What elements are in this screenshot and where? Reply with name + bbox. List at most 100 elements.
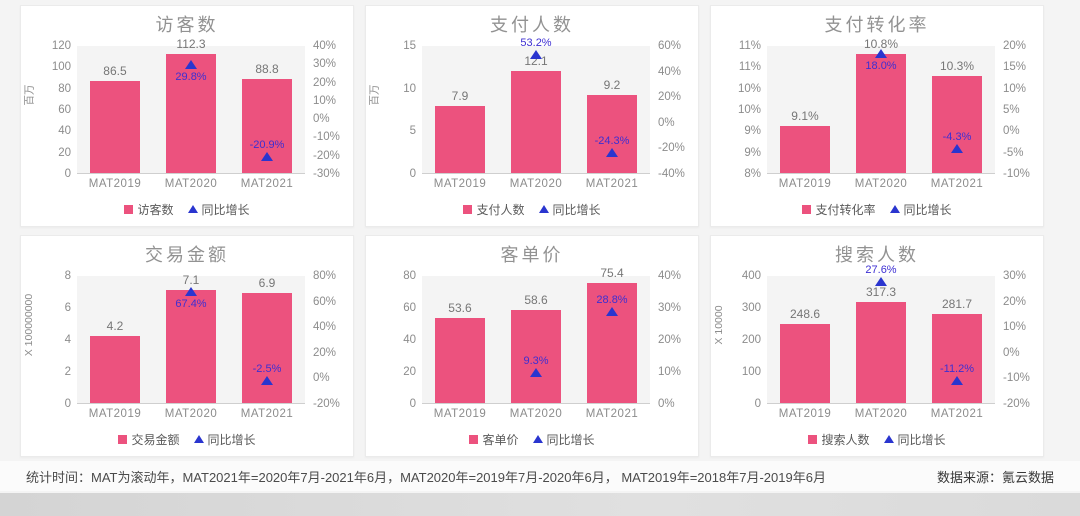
- x-axis-labels: MAT2019 MAT2020 MAT2021: [422, 178, 650, 190]
- footer: 统计时间：MAT为滚动年，MAT2021年=2020年7月-2021年6月，MA…: [0, 461, 1080, 491]
- axis-tick-label: 4: [64, 334, 71, 346]
- stats-time-note: 统计时间：MAT为滚动年，MAT2021年=2020年7月-2021年6月，MA…: [26, 469, 826, 485]
- legend-label: 同比增长: [897, 432, 946, 447]
- axis-tick-label: 20%: [1003, 295, 1027, 308]
- chart-title: 支付人数: [490, 15, 574, 35]
- axis-tick-label: 10%: [737, 82, 761, 95]
- legend-label: 同比增长: [903, 202, 952, 217]
- axis-tick-label: 8: [64, 270, 71, 282]
- y-axis-unit: 百万: [366, 46, 382, 174]
- axis-tick-label: 60: [403, 302, 416, 314]
- growth-value-label: 28.8%: [596, 293, 628, 306]
- legend-triangle-icon: [187, 205, 198, 213]
- chart-title: 访客数: [155, 15, 219, 35]
- right-axis-ticks: 30% 20% 10% 0% -10% -20%: [995, 270, 1043, 410]
- bar-MAT2021: [587, 95, 637, 173]
- axis-tick-label: 0%: [1003, 125, 1020, 138]
- left-axis-ticks: 8 6 4 2 0: [37, 270, 77, 410]
- bar-value-label: 112.3: [176, 37, 206, 52]
- growth-value-label: -24.3%: [594, 135, 630, 148]
- axis-tick-label: 0: [64, 398, 71, 410]
- axis-tick-label: 10%: [1003, 82, 1027, 95]
- growth-triangle-marker: [261, 375, 273, 385]
- growth-triangle-marker: [951, 143, 963, 153]
- y-axis-unit-label: X 10000: [713, 305, 725, 345]
- axis-tick-label: 80: [403, 270, 416, 282]
- legend-square-icon: [469, 434, 479, 444]
- legend-item-bar-series: 访客数: [124, 201, 174, 218]
- x-axis-row: MAT2019 MAT2020 MAT2021: [21, 174, 353, 193]
- y-axis-unit: [366, 276, 382, 404]
- legend-item-growth-series: 同比增长: [187, 201, 250, 218]
- legend-square-icon: [124, 204, 134, 214]
- bar-value-label: 317.3: [865, 285, 897, 300]
- bar-MAT2019: [89, 336, 140, 403]
- bar-value-label: 7.1: [182, 273, 200, 288]
- axis-tick-label: 10%: [313, 94, 337, 107]
- x-axis-label: MAT2020: [509, 407, 563, 420]
- left-axis-ticks: 120 100 80 60 40 20 0: [37, 40, 77, 180]
- bar-value-label: 7.9: [451, 89, 469, 104]
- y-axis-unit-label: 百万: [368, 84, 381, 106]
- growth-value-label: 9.3%: [523, 355, 549, 368]
- bar-value-label: 9.2: [603, 78, 621, 93]
- x-axis-label: MAT2019: [88, 407, 142, 420]
- x-axis-row: MAT2019 MAT2020 MAT2021: [366, 174, 698, 193]
- legend: 客单价 同比增长: [366, 427, 698, 451]
- axis-tick-label: 60%: [658, 40, 682, 52]
- axis-tick-label: 200: [741, 334, 761, 346]
- legend-label: 交易金额: [131, 432, 180, 447]
- chart-body: 百万 15 10 5 0 7.9 12.1 9.2 53.2% -24.3% 60% 40% 20% 0%…: [366, 37, 698, 180]
- legend-label: 同比增长: [207, 432, 256, 447]
- axis-tick-label: 30%: [1003, 270, 1027, 282]
- left-axis-ticks: 400 300 200 100 0: [727, 270, 767, 410]
- chart-title: 交易金额: [145, 245, 229, 265]
- axis-tick-label: 60%: [313, 295, 337, 308]
- growth-value-label: 29.8%: [175, 70, 207, 83]
- axis-tick-label: 0: [409, 398, 416, 410]
- x-axis-labels: MAT2019 MAT2020 MAT2021: [77, 178, 305, 190]
- legend-triangle-icon: [883, 435, 894, 443]
- x-axis-label: MAT2019: [778, 407, 832, 420]
- axis-tick-label: 0: [754, 398, 761, 410]
- legend-label: 支付人数: [476, 202, 525, 217]
- chart-body: X 10000 400 300 200 100 0 248.6 317.3 281.7 27.6%…: [711, 264, 1043, 410]
- axis-tick-label: 10%: [658, 366, 682, 378]
- bar-value-label: 281.7: [941, 296, 973, 311]
- chart-body: 80 60 40 20 0 53.6 58.6 75.4 9.3% 28.8% 40% 30% 20% 1…: [366, 266, 698, 410]
- bar-MAT2019: [434, 106, 485, 173]
- x-axis-label: MAT2019: [778, 177, 832, 190]
- plot-area: 248.6 317.3 281.7 27.6% -11.2%: [767, 264, 995, 404]
- chart-title: 客单价: [500, 245, 564, 265]
- axis-tick-label: 80: [58, 82, 71, 95]
- growth-triangle-marker: [185, 287, 197, 297]
- axis-tick-label: 0%: [658, 116, 675, 129]
- x-axis-label: MAT2020: [854, 407, 908, 420]
- axis-tick-label: 15: [403, 40, 416, 52]
- bottom-scroll-strip: [0, 493, 1080, 516]
- axis-tick-label: 0%: [658, 398, 675, 410]
- chart-panel-transaction-amount: 交易金额 X 100000000 8 6 4 2 0 4.2 7.1 6.9 67.4% -2.5% 8…: [20, 235, 354, 457]
- bar-MAT2019: [779, 324, 830, 403]
- legend-triangle-icon: [538, 205, 549, 213]
- axis-tick-label: 20%: [1003, 40, 1027, 52]
- legend-item-growth-series: 同比增长: [538, 201, 601, 218]
- legend: 交易金额 同比增长: [21, 427, 353, 451]
- axis-tick-label: 5: [409, 125, 416, 138]
- axis-tick-label: 5%: [1003, 104, 1020, 116]
- legend-item-bar-series: 搜索人数: [808, 431, 870, 448]
- legend-square-icon: [808, 434, 818, 444]
- growth-triangle-marker: [875, 277, 887, 287]
- left-axis-ticks: 15 10 5 0: [382, 40, 422, 180]
- axis-tick-label: 40%: [658, 65, 682, 78]
- legend-item-bar-series: 支付人数: [463, 201, 525, 218]
- growth-value-label: 53.2%: [520, 36, 552, 49]
- left-axis-ticks: 80 60 40 20 0: [382, 270, 422, 410]
- bar-value-label: 75.4: [600, 266, 624, 281]
- axis-tick-label: 11%: [738, 40, 761, 52]
- x-axis-label: MAT2019: [433, 407, 487, 420]
- bar-MAT2020: [166, 290, 216, 403]
- growth-triangle-marker: [530, 49, 542, 59]
- x-axis-labels: MAT2019 MAT2020 MAT2021: [77, 408, 305, 420]
- bar-MAT2021: [587, 283, 637, 403]
